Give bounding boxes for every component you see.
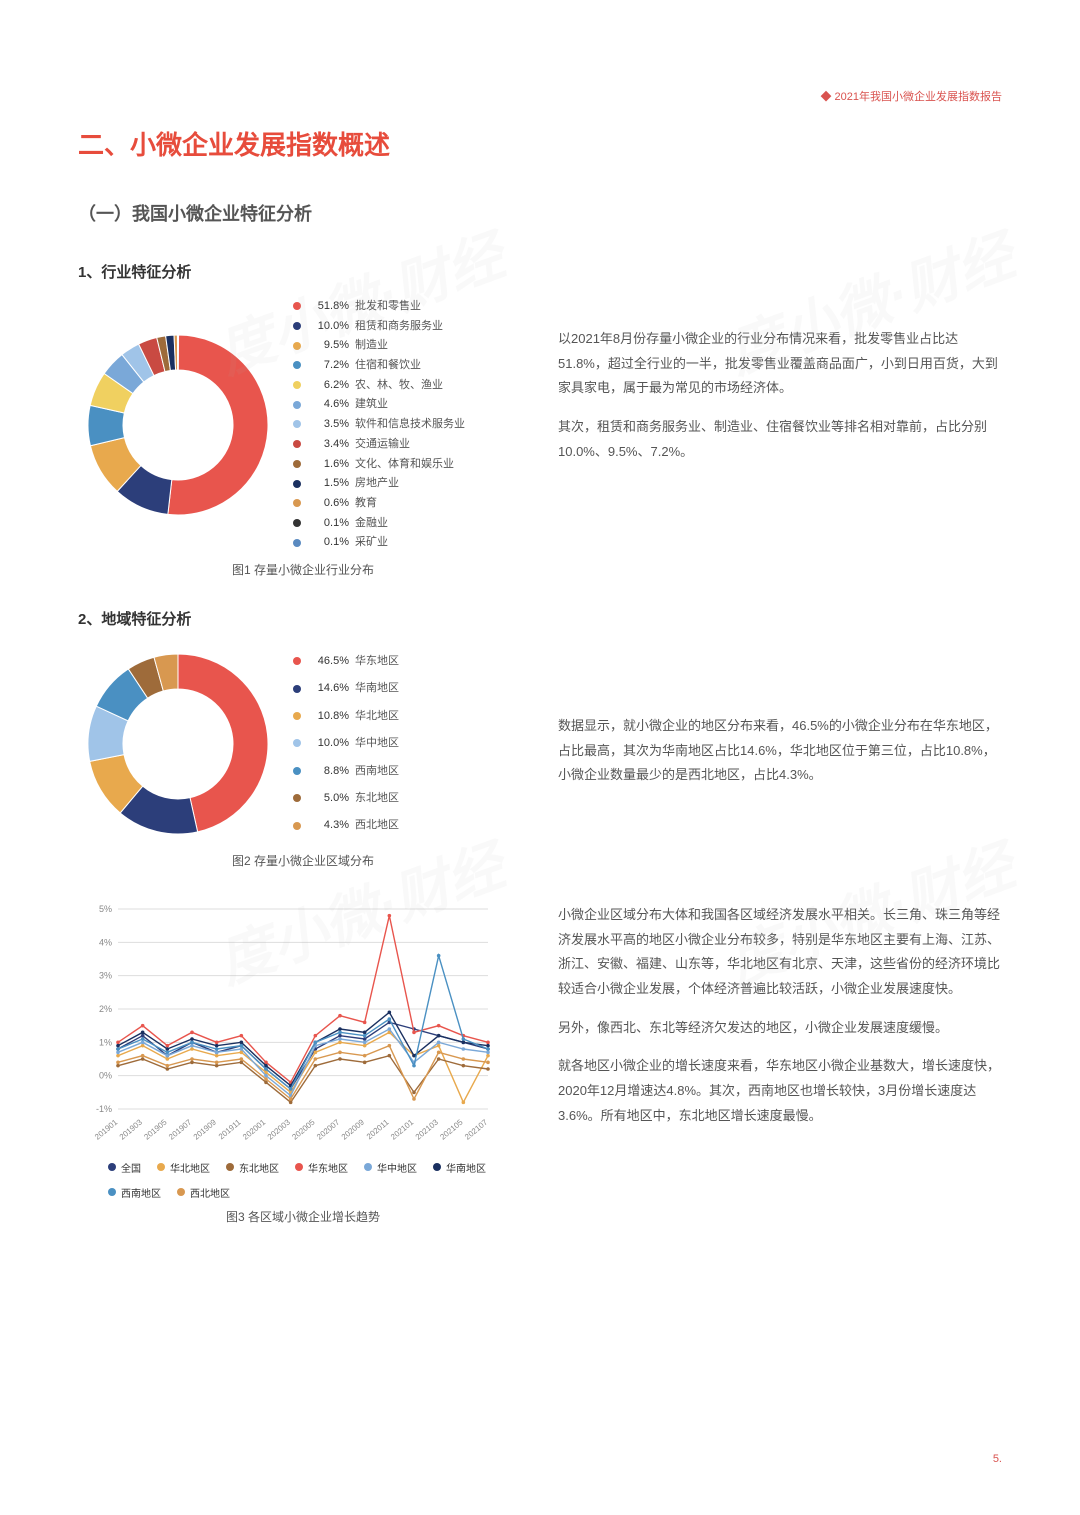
svg-text:3%: 3% xyxy=(99,971,112,981)
line-legend-item: 华南地区 xyxy=(433,1160,486,1175)
svg-text:201903: 201903 xyxy=(118,1117,145,1141)
donut-chart-2 xyxy=(78,644,278,844)
line-legend-item: 华中地区 xyxy=(364,1160,417,1175)
block2-p1: 数据显示，就小微企业的地区分布来看，46.5%的小微企业分布在华东地区，占比最高… xyxy=(558,714,1002,788)
legend-1: 51.8%批发和零售业10.0%租赁和商务服务业9.5%制造业7.2%住宿和餐饮… xyxy=(293,297,465,553)
svg-text:1%: 1% xyxy=(99,1037,112,1047)
chart2-col: 46.5%华东地区14.6%华南地区10.8%华北地区10.0%华中地区8.8%… xyxy=(78,644,528,869)
legend-item: 1.6%文化、体育和娱乐业 xyxy=(293,455,465,474)
svg-text:201911: 201911 xyxy=(217,1117,243,1141)
line-legend-item: 东北地区 xyxy=(226,1160,279,1175)
block2-title: 2、地域特征分析 xyxy=(78,608,1002,629)
line-legend: 全国 华北地区 东北地区 华东地区 华中地区 华南地区西南地区 西北地区 xyxy=(78,1160,528,1200)
legend-item: 8.8%西南地区 xyxy=(293,758,399,784)
legend-item: 7.2%住宿和餐饮业 xyxy=(293,356,465,375)
legend-item: 14.6%华南地区 xyxy=(293,675,399,701)
chart1-col: 51.8%批发和零售业10.0%租赁和商务服务业9.5%制造业7.2%住宿和餐饮… xyxy=(78,297,528,578)
legend-item: 9.5%制造业 xyxy=(293,336,465,355)
main-title: 二、小微企业发展指数概述 xyxy=(78,125,1002,162)
svg-text:202103: 202103 xyxy=(414,1117,441,1141)
legend-item: 10.0%华中地区 xyxy=(293,730,399,756)
header-note: 2021年我国小微企业发展指数报告 xyxy=(820,88,1002,104)
svg-text:5%: 5% xyxy=(99,904,112,914)
svg-text:202105: 202105 xyxy=(438,1117,465,1141)
legend-item: 4.3%西北地区 xyxy=(293,812,399,838)
svg-text:4%: 4% xyxy=(99,937,112,947)
svg-text:202101: 202101 xyxy=(389,1117,416,1141)
block1-text: 以2021年8月份存量小微企业的行业分布情况来看，批发零售业占比达51.8%，超… xyxy=(558,297,1002,478)
legend-item: 10.0%租赁和商务服务业 xyxy=(293,317,465,336)
chart3-col: -1%0%1%2%3%4%5%2019012019032019052019072… xyxy=(78,899,528,1225)
line-legend-item: 华北地区 xyxy=(157,1160,210,1175)
legend-item: 5.0%东北地区 xyxy=(293,785,399,811)
legend-item: 3.5%软件和信息技术服务业 xyxy=(293,415,465,434)
legend-item: 1.5%房地产业 xyxy=(293,474,465,493)
legend-item: 0.1%金融业 xyxy=(293,514,465,533)
svg-text:2%: 2% xyxy=(99,1004,112,1014)
section-title: （一）我国小微企业特征分析 xyxy=(78,200,1002,226)
block3-p2: 另外，像西北、东北等经济欠发达的地区，小微企业发展速度缓慢。 xyxy=(558,1016,1002,1041)
legend-item: 10.8%华北地区 xyxy=(293,703,399,729)
svg-text:202003: 202003 xyxy=(266,1117,293,1141)
chart2-caption: 图2 存量小微企业区域分布 xyxy=(78,852,528,869)
legend-item: 0.6%教育 xyxy=(293,494,465,513)
block3-p3: 就各地区小微企业的增长速度来看，华东地区小微企业基数大，增长速度快，2020年1… xyxy=(558,1054,1002,1128)
svg-text:201905: 201905 xyxy=(142,1117,169,1141)
legend-item: 6.2%农、林、牧、渔业 xyxy=(293,376,465,395)
line-legend-item: 西北地区 xyxy=(177,1185,230,1200)
block1-p2: 其次，租赁和商务服务业、制造业、住宿餐饮业等排名相对靠前，占比分别10.0%、9… xyxy=(558,415,1002,464)
line-legend-item: 全国 xyxy=(108,1160,141,1175)
legend-item: 51.8%批发和零售业 xyxy=(293,297,465,316)
donut-chart-1 xyxy=(78,325,278,525)
svg-text:202011: 202011 xyxy=(365,1117,391,1141)
svg-text:-1%: -1% xyxy=(96,1104,112,1114)
legend-item: 0.1%采矿业 xyxy=(293,533,465,552)
svg-text:202007: 202007 xyxy=(315,1117,342,1141)
chart1-caption: 图1 存量小微企业行业分布 xyxy=(78,561,528,578)
chart3-caption: 图3 各区域小微企业增长趋势 xyxy=(78,1208,528,1225)
block3-text: 小微企业区域分布大体和我国各区域经济发展水平相关。长三角、珠三角等经济发展水平高… xyxy=(558,899,1002,1143)
legend-2: 46.5%华东地区14.6%华南地区10.8%华北地区10.0%华中地区8.8%… xyxy=(293,648,399,840)
block1-title: 1、行业特征分析 xyxy=(78,261,1002,282)
page-number: 5. xyxy=(993,1453,1002,1465)
line-legend-item: 西南地区 xyxy=(108,1185,161,1200)
legend-item: 46.5%华东地区 xyxy=(293,648,399,674)
svg-text:201909: 201909 xyxy=(192,1117,219,1141)
svg-text:202009: 202009 xyxy=(340,1117,367,1141)
block2-row: 46.5%华东地区14.6%华南地区10.8%华北地区10.0%华中地区8.8%… xyxy=(78,644,1002,869)
svg-text:202005: 202005 xyxy=(290,1117,317,1141)
block1-p1: 以2021年8月份存量小微企业的行业分布情况来看，批发零售业占比达51.8%，超… xyxy=(558,327,1002,401)
line-legend-item: 华东地区 xyxy=(295,1160,348,1175)
svg-text:202107: 202107 xyxy=(463,1117,490,1141)
legend-item: 4.6%建筑业 xyxy=(293,395,465,414)
block3-p1: 小微企业区域分布大体和我国各区域经济发展水平相关。长三角、珠三角等经济发展水平高… xyxy=(558,903,1002,1002)
line-chart-3: -1%0%1%2%3%4%5%2019012019032019052019072… xyxy=(78,899,498,1149)
block2-text: 数据显示，就小微企业的地区分布来看，46.5%的小微企业分布在华东地区，占比最高… xyxy=(558,644,1002,802)
legend-item: 3.4%交通运输业 xyxy=(293,435,465,454)
svg-text:202001: 202001 xyxy=(241,1117,268,1141)
svg-text:201907: 201907 xyxy=(167,1117,194,1141)
svg-text:0%: 0% xyxy=(99,1071,112,1081)
block3-row: -1%0%1%2%3%4%5%2019012019032019052019072… xyxy=(78,899,1002,1225)
svg-text:201901: 201901 xyxy=(93,1117,120,1141)
block1-row: 51.8%批发和零售业10.0%租赁和商务服务业9.5%制造业7.2%住宿和餐饮… xyxy=(78,297,1002,578)
